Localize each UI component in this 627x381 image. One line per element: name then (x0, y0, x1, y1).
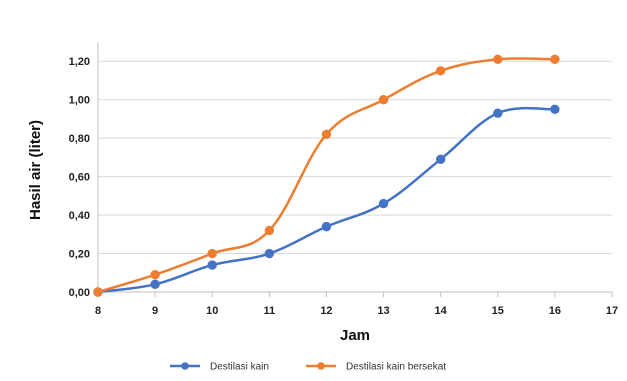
y-tick-label: 0,00 (69, 287, 90, 299)
x-tick-label: 17 (606, 305, 618, 317)
data-point (435, 66, 446, 76)
data-point (378, 94, 389, 105)
data-point (321, 129, 332, 140)
x-tick-label: 10 (206, 305, 218, 317)
data-point (493, 108, 503, 118)
legend-swatch-marker (317, 362, 325, 370)
data-point (93, 287, 103, 297)
data-point (264, 225, 275, 236)
y-tick-labels: 0,00 0,20 0,40 0,60 0,80 1,00 1,20 (69, 56, 90, 299)
y-tick-label: 1,20 (69, 56, 90, 68)
legend: Destilasi kain Destilasi kain bersekat (170, 362, 446, 373)
data-point (150, 269, 160, 280)
x-tick-label: 8 (95, 305, 101, 317)
data-point (378, 198, 389, 209)
y-tick-label: 0,80 (69, 133, 90, 145)
y-tick-label: 0,20 (69, 249, 90, 261)
data-point (550, 54, 560, 65)
x-tick-label: 13 (377, 305, 389, 317)
data-point (321, 221, 332, 232)
x-tick-label: 14 (435, 305, 448, 317)
legend-item: Destilasi kain (170, 362, 269, 373)
axes (97, 42, 613, 297)
legend-swatch-marker (181, 362, 189, 370)
legend-label: Destilasi kain (210, 362, 269, 373)
series-2 (93, 54, 560, 297)
x-tick-label: 9 (152, 305, 158, 317)
x-tick-labels: 8 9 10 11 12 13 14 15 16 17 (95, 305, 618, 317)
x-axis-title: Jam (340, 327, 370, 344)
data-point (207, 260, 217, 270)
y-tick-label: 0,40 (69, 210, 90, 222)
series-lines (93, 54, 560, 297)
data-point (435, 154, 446, 165)
y-tick-label: 1,00 (69, 95, 90, 107)
x-tick-label: 15 (492, 305, 504, 317)
x-tick-label: 12 (320, 305, 332, 317)
x-tick-label: 16 (549, 305, 561, 317)
x-tick-label: 11 (264, 305, 276, 317)
data-point (207, 248, 217, 259)
series-line (96, 57, 557, 294)
y-axis-title: Hasil air (liter) (27, 120, 44, 220)
series-1 (93, 104, 560, 297)
data-point (264, 248, 275, 259)
y-tick-label: 0,60 (69, 172, 90, 184)
data-point (493, 54, 503, 65)
legend-item: Destilasi kain bersekat (306, 362, 446, 373)
legend-label: Destilasi kain bersekat (346, 362, 446, 373)
data-point (550, 104, 560, 115)
data-point (150, 279, 160, 290)
gridlines (98, 60, 612, 255)
